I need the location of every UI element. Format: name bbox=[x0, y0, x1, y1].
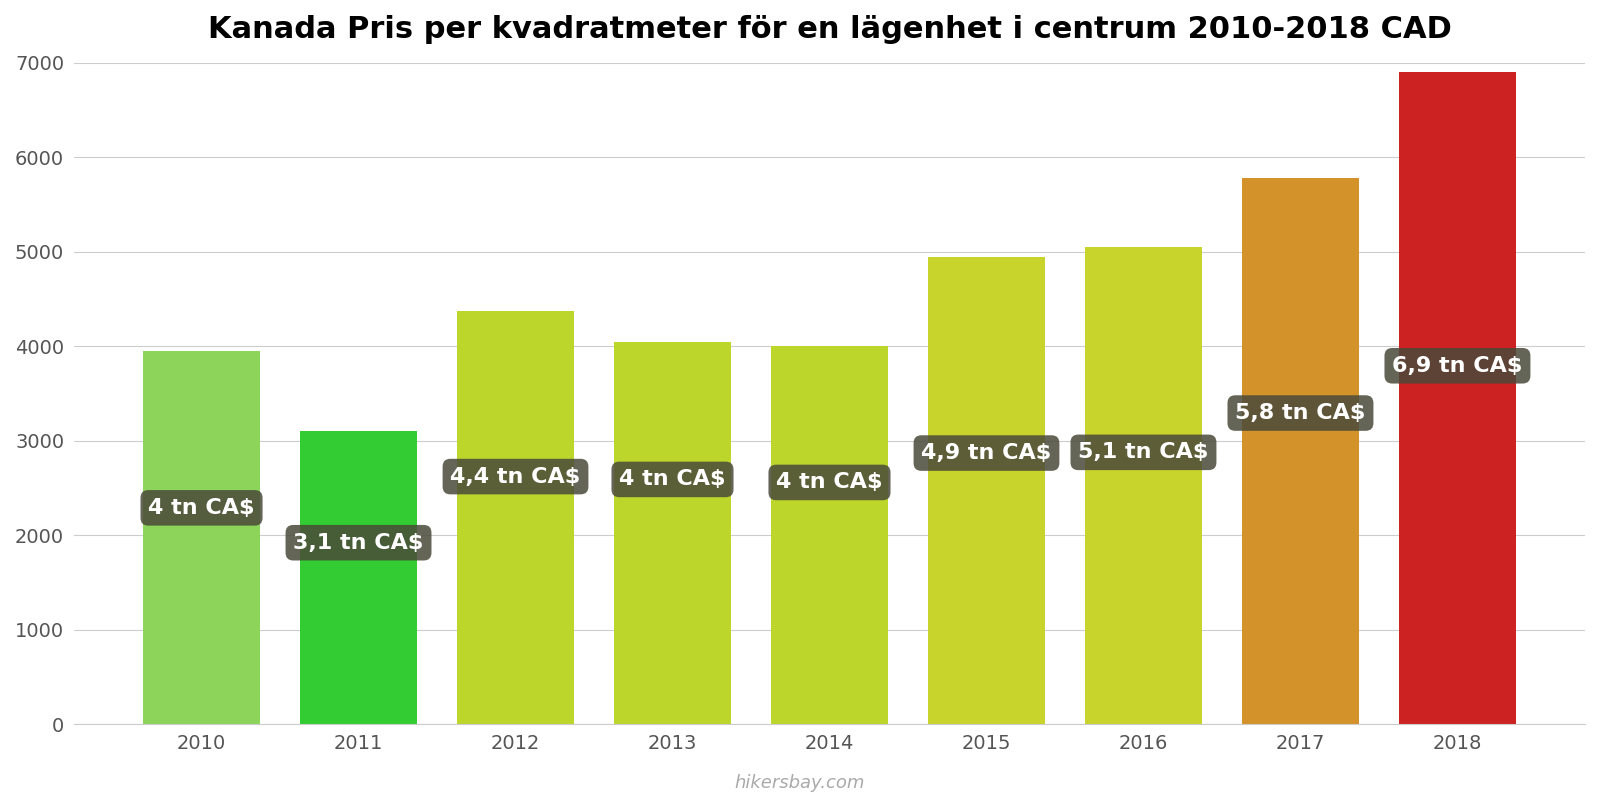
Text: 6,9 tn CA$: 6,9 tn CA$ bbox=[1392, 356, 1523, 376]
Text: 4 tn CA$: 4 tn CA$ bbox=[776, 473, 883, 493]
Bar bbox=[1085, 247, 1202, 724]
Text: 3,1 tn CA$: 3,1 tn CA$ bbox=[293, 533, 424, 553]
Text: 4,9 tn CA$: 4,9 tn CA$ bbox=[922, 443, 1051, 463]
Bar bbox=[142, 351, 261, 724]
Text: 5,8 tn CA$: 5,8 tn CA$ bbox=[1235, 403, 1366, 423]
Text: 4 tn CA$: 4 tn CA$ bbox=[619, 470, 726, 490]
Bar bbox=[771, 346, 888, 724]
Bar bbox=[614, 342, 731, 724]
Text: 4,4 tn CA$: 4,4 tn CA$ bbox=[450, 466, 581, 486]
Bar bbox=[456, 311, 574, 724]
Bar bbox=[299, 431, 418, 724]
Bar bbox=[928, 257, 1045, 724]
Text: hikersbay.com: hikersbay.com bbox=[734, 774, 866, 792]
Bar bbox=[1242, 178, 1360, 724]
Text: 5,1 tn CA$: 5,1 tn CA$ bbox=[1078, 442, 1208, 462]
Title: Kanada Pris per kvadratmeter för en lägenhet i centrum 2010-2018 CAD: Kanada Pris per kvadratmeter för en läge… bbox=[208, 15, 1451, 44]
Text: 4 tn CA$: 4 tn CA$ bbox=[149, 498, 254, 518]
Bar bbox=[1398, 73, 1517, 724]
